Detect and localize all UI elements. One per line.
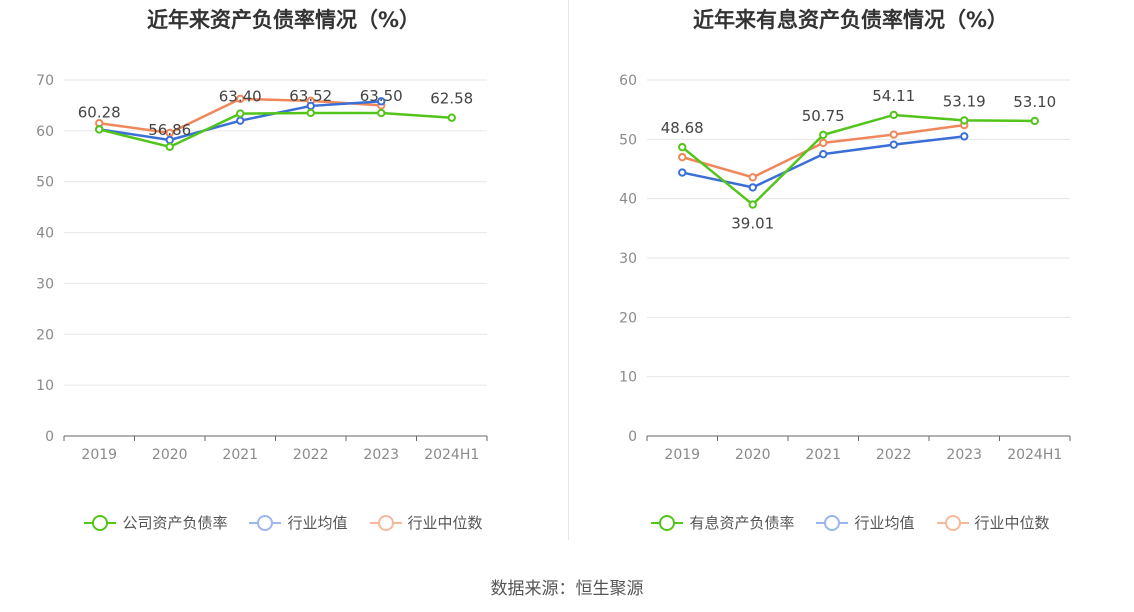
data-point[interactable] (748, 183, 757, 192)
data-point[interactable] (678, 152, 687, 162)
data-source-note: 数据来源：恒生聚源 (490, 579, 644, 599)
x-tick-label: 2021 (805, 447, 841, 463)
x-tick-label: 2019 (81, 447, 117, 463)
data-point[interactable] (819, 149, 828, 159)
data-label: 54.11 (872, 87, 915, 105)
data-point[interactable] (377, 97, 386, 106)
y-tick-label: 50 (619, 132, 637, 148)
y-tick-label: 20 (619, 310, 637, 326)
data-point[interactable] (960, 132, 969, 141)
y-tick-label: 0 (45, 429, 54, 445)
data-label: 53.19 (943, 92, 986, 110)
legend-marker-icon (936, 514, 969, 532)
y-tick-label: 30 (36, 276, 54, 292)
data-point[interactable] (1030, 116, 1039, 126)
y-tick-label: 10 (619, 370, 637, 386)
legend-marker-icon (84, 514, 117, 532)
legend-label: 公司资产负债率 (122, 514, 228, 532)
data-point[interactable] (889, 110, 898, 120)
legend-marker-icon (249, 514, 282, 532)
y-tick-label: 20 (36, 327, 54, 343)
x-tick-label: 2023 (946, 447, 982, 463)
legend-marker-icon (369, 514, 402, 532)
y-tick-label: 0 (628, 429, 637, 445)
x-tick-label: 2020 (152, 447, 188, 463)
chart-title: 近年来有息资产负债率情况（%） (692, 8, 1009, 32)
legend-label: 行业中位数 (974, 514, 1050, 532)
data-label: 48.68 (661, 119, 704, 137)
legend-item-industry-median[interactable]: 行业中位数 (936, 512, 1050, 533)
data-point[interactable] (165, 142, 174, 152)
data-point[interactable] (819, 130, 828, 140)
data-point[interactable] (377, 108, 386, 118)
y-tick-label: 50 (36, 175, 54, 191)
data-label: 63.50 (360, 87, 403, 105)
legend-label: 行业均值 (854, 514, 915, 532)
data-point[interactable] (236, 94, 245, 104)
legend-item-industry-mean[interactable]: 行业均值 (816, 512, 915, 533)
legend: 公司资产负债率 行业均值 行业中位数 (0, 512, 567, 533)
data-point[interactable] (889, 130, 898, 139)
x-tick-label: 2022 (876, 447, 912, 463)
x-tick-label: 2024H1 (424, 447, 479, 463)
data-label: 39.01 (731, 215, 774, 233)
data-point[interactable] (95, 125, 104, 134)
data-point[interactable] (819, 138, 828, 148)
data-label: 63.40 (219, 88, 262, 106)
y-tick-label: 30 (619, 251, 637, 267)
legend-item-industry-median[interactable]: 行业中位数 (369, 512, 483, 533)
legend-item-industry-mean[interactable]: 行业均值 (249, 512, 348, 533)
legend-item-company[interactable]: 公司资产负债率 (84, 512, 227, 533)
y-tick-label: 60 (36, 124, 54, 140)
chart-panel-debt-ratio: 近年来资产负债率情况（%） 0 10 20 30 40 50 60 70 2019 2020 202… (0, 0, 567, 560)
chart-panel-interest-debt-ratio: 近年来有息资产负债率情况（%） 0 10 20 30 40 50 60 2019 2020 202… (567, 0, 1134, 560)
data-label: 56.86 (148, 121, 191, 139)
y-tick-label: 40 (619, 192, 637, 208)
chart-title: 近年来资产负债率情况（%） (146, 8, 421, 32)
legend-label: 有息资产负债率 (689, 514, 795, 532)
x-tick-label: 2020 (735, 447, 771, 463)
legend-marker-icon (651, 514, 684, 532)
y-tick-label: 10 (36, 378, 54, 394)
data-label: 62.58 (430, 90, 473, 108)
line-chart-interest-debt-ratio: 0 10 20 30 40 50 60 2019 2020 2021 2022 2023 2024H1 4… (619, 73, 1071, 463)
data-point[interactable] (960, 116, 969, 125)
x-tick-label: 2019 (664, 447, 700, 463)
series-line (98, 111, 452, 149)
data-label: 63.52 (289, 87, 332, 105)
x-tick-label: 2022 (293, 447, 329, 463)
y-tick-label: 40 (36, 226, 54, 242)
data-point[interactable] (678, 168, 687, 177)
legend-label: 行业均值 (287, 514, 348, 532)
data-label: 53.10 (1013, 93, 1056, 111)
data-point[interactable] (678, 142, 687, 152)
legend: 有息资产负债率 行业均值 行业中位数 (567, 512, 1134, 533)
data-label: 50.75 (802, 107, 845, 125)
y-tick-label: 60 (619, 73, 637, 89)
x-tick-label: 2023 (363, 447, 399, 463)
data-point[interactable] (306, 108, 315, 118)
data-point[interactable] (236, 116, 245, 125)
data-point[interactable] (748, 200, 757, 209)
data-point[interactable] (236, 109, 245, 118)
legend-marker-icon (816, 514, 849, 532)
legend-item-company[interactable]: 有息资产负债率 (651, 512, 794, 533)
x-tick-label: 2024H1 (1007, 447, 1062, 463)
legend-label: 行业中位数 (407, 514, 483, 532)
y-tick-label: 70 (36, 73, 54, 89)
series-line (681, 113, 1035, 206)
line-chart-debt-ratio: 0 10 20 30 40 50 60 70 2019 2020 2021 2022 2023 2024H… (36, 73, 488, 463)
data-point[interactable] (748, 173, 757, 182)
data-point[interactable] (447, 113, 456, 122)
panel-divider (568, 0, 569, 540)
data-label: 60.28 (78, 103, 121, 121)
x-tick-label: 2021 (222, 447, 258, 463)
data-point[interactable] (889, 140, 898, 149)
